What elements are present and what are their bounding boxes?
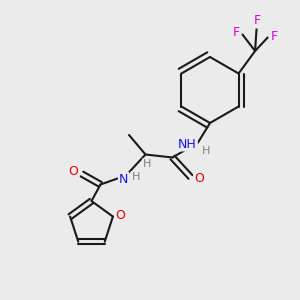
Text: F: F xyxy=(271,29,278,43)
Text: N: N xyxy=(119,172,128,186)
Text: H: H xyxy=(131,172,140,182)
Text: F: F xyxy=(232,26,239,40)
Text: H: H xyxy=(143,159,151,169)
Text: F: F xyxy=(254,14,261,28)
Text: NH: NH xyxy=(178,137,197,151)
Text: O: O xyxy=(116,208,125,221)
Text: H: H xyxy=(202,146,211,156)
Text: O: O xyxy=(69,164,78,178)
Text: O: O xyxy=(194,172,204,185)
